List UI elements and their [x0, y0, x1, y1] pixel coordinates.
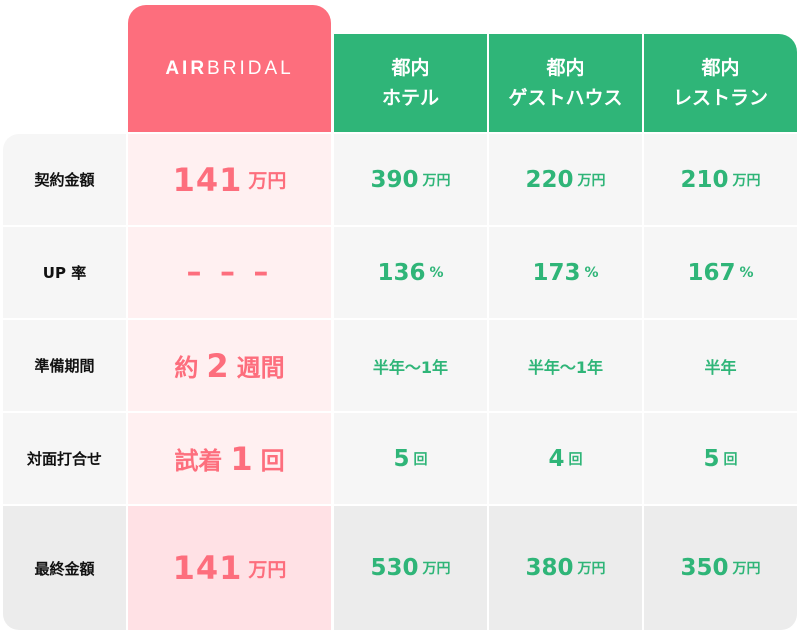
air-value: 141 — [172, 160, 243, 199]
cell-value: 220 — [525, 166, 574, 193]
cell-restaurant-final-amount: 350 万円 — [644, 506, 797, 630]
header-tokyo-restaurant: 都内 レストラン — [644, 34, 797, 132]
row-label-prep-period: 準備期間 — [3, 320, 126, 411]
header-tokyo-hotel: 都内 ホテル — [334, 34, 487, 132]
row-label-contract-amount: 契約金額 — [3, 134, 126, 225]
cell-value: 210 — [680, 166, 729, 193]
cell-hotel-contract-amount: 390 万円 — [334, 134, 487, 225]
cell-unit: % — [584, 264, 599, 281]
row-label-meetings: 対面打合せ — [3, 413, 126, 504]
air-unit: 万円 — [248, 558, 287, 581]
cell-hotel-final-amount: 530 万円 — [334, 506, 487, 630]
brand-bold: AIR — [165, 57, 208, 79]
header-tokyo-guesthouse: 都内 ゲストハウス — [489, 34, 642, 132]
header-line1: 都内 — [546, 57, 585, 79]
cell-unit: % — [429, 264, 444, 281]
cell-unit: 万円 — [577, 561, 606, 577]
cell-guesthouse-contract-amount: 220 万円 — [489, 134, 642, 225]
cell-value: 4 — [548, 445, 565, 472]
cell-unit: 万円 — [732, 561, 761, 577]
brand-thin: BRIDAL — [207, 57, 294, 79]
cell-value: 5 — [393, 445, 410, 472]
air-value: 2 — [206, 346, 229, 385]
cell-value: 530 — [370, 555, 419, 581]
air-cell-prep-period: 約 2 週間 — [128, 320, 331, 411]
cell-value: 173 — [532, 259, 581, 286]
cell-unit: 回 — [413, 451, 428, 468]
header-line1: 都内 — [701, 57, 740, 79]
cell-value: 390 — [370, 166, 419, 193]
cell-guesthouse-final-amount: 380 万円 — [489, 506, 642, 630]
air-unit: 万円 — [248, 170, 287, 192]
cell-unit: 万円 — [422, 172, 451, 189]
cell-unit: 万円 — [732, 172, 761, 189]
air-prefix: 試着 — [174, 447, 223, 475]
cell-guesthouse-prep-period: 半年～1年 — [489, 320, 642, 411]
air-prefix: 約 — [174, 354, 199, 382]
cell-unit: 回 — [723, 451, 738, 468]
header-line1: 都内 — [391, 57, 430, 79]
air-cell-final-amount: 141 万円 — [128, 506, 331, 630]
air-cell-contract-amount: 141 万円 — [128, 134, 331, 225]
row-label-final-amount: 最終金額 — [3, 506, 126, 630]
cell-value: 5 — [703, 445, 720, 472]
cell-value: 350 — [680, 555, 729, 581]
air-value: 141 — [172, 549, 243, 587]
header-line2: ゲストハウス — [508, 87, 623, 109]
cell-value: 136 — [377, 259, 426, 286]
air-suffix: 週間 — [236, 354, 285, 382]
brand-logo-text: AIRBRIDAL — [165, 58, 293, 80]
cell-value: 380 — [525, 555, 574, 581]
header-line2: ホテル — [381, 87, 439, 109]
cell-value: 167 — [687, 259, 736, 286]
cell-hotel-prep-period: 半年～1年 — [334, 320, 487, 411]
cell-hotel-up-rate: 136% — [334, 227, 487, 318]
air-value: 1 — [230, 439, 253, 478]
cell-unit: 万円 — [422, 561, 451, 577]
row-label-up-rate: UP 率 — [3, 227, 126, 318]
cell-restaurant-contract-amount: 210 万円 — [644, 134, 797, 225]
cell-restaurant-up-rate: 167% — [644, 227, 797, 318]
airbridal-header: AIRBRIDAL — [128, 5, 331, 132]
cell-guesthouse-up-rate: 173% — [489, 227, 642, 318]
cell-unit: 回 — [568, 451, 583, 468]
air-dash: – – – — [186, 255, 273, 290]
cell-unit: 万円 — [577, 172, 606, 189]
header-line2: レストラン — [672, 87, 768, 109]
air-suffix: 回 — [260, 447, 285, 475]
cell-restaurant-prep-period: 半年 — [644, 320, 797, 411]
air-cell-meetings: 試着 1 回 — [128, 413, 331, 504]
cell-unit: % — [739, 264, 754, 281]
air-cell-up-rate: – – – — [128, 227, 331, 318]
